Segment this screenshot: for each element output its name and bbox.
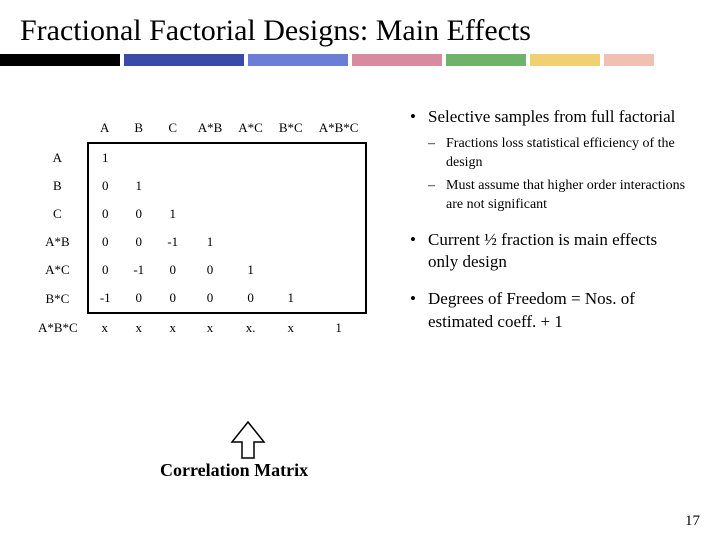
matrix-cell [271, 172, 311, 200]
matrix-cell [156, 172, 190, 200]
matrix-cell: 0 [88, 200, 122, 228]
matrix-cell: 1 [190, 228, 231, 256]
correlation-matrix-table: ABCA*BA*CB*CA*B*C A1B01C001A*B00-11A*C0-… [30, 114, 390, 342]
matrix-cell: 1 [156, 200, 190, 228]
matrix-row: B01 [30, 172, 366, 200]
banner-segment [530, 54, 600, 66]
matrix-cell [311, 256, 367, 284]
matrix-cell [311, 200, 367, 228]
matrix-col-header: A*C [230, 114, 271, 143]
matrix-row-header: A*B [30, 228, 88, 256]
matrix-row: A*C0-1001 [30, 256, 366, 284]
matrix-row: C001 [30, 200, 366, 228]
matrix-cell [156, 143, 190, 172]
banner-segment [248, 54, 348, 66]
matrix-cell [190, 172, 231, 200]
matrix-row-header: C [30, 200, 88, 228]
matrix-cell [271, 228, 311, 256]
matrix-cell: 1 [88, 143, 122, 172]
matrix-cell [271, 200, 311, 228]
matrix-col-header: A [88, 114, 122, 143]
matrix-cell: x [122, 313, 156, 342]
matrix-cell: 0 [88, 228, 122, 256]
matrix-cell: 0 [230, 284, 271, 313]
banner-bar [0, 54, 720, 66]
matrix-cell: 0 [156, 256, 190, 284]
matrix-row: A1 [30, 143, 366, 172]
bullet-half-fraction: Current ½ fraction is main effects only … [410, 229, 690, 275]
matrix-cell: 0 [88, 172, 122, 200]
up-arrow-icon [230, 420, 266, 460]
page-number: 17 [685, 513, 700, 530]
matrix-cell: -1 [88, 284, 122, 313]
bullet-selective-samples: Selective samples from full factorial Fr… [410, 106, 690, 215]
matrix-cell: 0 [122, 284, 156, 313]
matrix-cell: 0 [190, 284, 231, 313]
matrix-cell [311, 228, 367, 256]
matrix-row-header: A*C [30, 256, 88, 284]
matrix-col-header: C [156, 114, 190, 143]
matrix-row: A*B00-11 [30, 228, 366, 256]
matrix-row-header: B*C [30, 284, 88, 313]
matrix-cell: -1 [156, 228, 190, 256]
matrix-cell: 0 [190, 256, 231, 284]
matrix-row-header: B [30, 172, 88, 200]
matrix-row-header: A*B*C [30, 313, 88, 342]
matrix-cell: 1 [122, 172, 156, 200]
bullet-degrees-freedom: Degrees of Freedom = Nos. of estimated c… [410, 288, 690, 334]
matrix-cell: x [88, 313, 122, 342]
matrix-cell: 1 [311, 313, 367, 342]
correlation-matrix-label: Correlation Matrix [160, 460, 308, 481]
matrix-col-header: B*C [271, 114, 311, 143]
matrix-cell: 1 [271, 284, 311, 313]
matrix-cell [190, 200, 231, 228]
matrix-cell: x [156, 313, 190, 342]
matrix-cell [230, 228, 271, 256]
banner-segment [352, 54, 442, 66]
matrix-row: A*B*Cxxxxx.x1 [30, 313, 366, 342]
matrix-col-header: A*B [190, 114, 231, 143]
matrix-cell [311, 143, 367, 172]
matrix-cell: x [190, 313, 231, 342]
matrix-cell: 1 [230, 256, 271, 284]
matrix-cell [122, 143, 156, 172]
banner-segment [604, 54, 654, 66]
matrix-row: B*C-100001 [30, 284, 366, 313]
matrix-cell: 0 [122, 200, 156, 228]
matrix-col-header: A*B*C [311, 114, 367, 143]
matrix-row-header: A [30, 143, 88, 172]
sub-bullet-fractions-loss: Fractions loss statistical efficiency of… [428, 135, 690, 173]
slide-title: Fractional Factorial Designs: Main Effec… [0, 0, 720, 54]
bullet-text: Selective samples from full factorial [428, 107, 675, 126]
matrix-cell [230, 143, 271, 172]
matrix-cell: 0 [156, 284, 190, 313]
matrix-cell [311, 172, 367, 200]
matrix-cell: 0 [122, 228, 156, 256]
banner-segment [124, 54, 244, 66]
matrix-cell [311, 284, 367, 313]
matrix-cell [271, 143, 311, 172]
matrix-cell: x [271, 313, 311, 342]
banner-black-segment [0, 54, 120, 66]
matrix-col-header: B [122, 114, 156, 143]
matrix-cell [230, 200, 271, 228]
matrix-cell [190, 143, 231, 172]
sub-bullet-higher-order: Must assume that higher order interactio… [428, 177, 690, 215]
matrix-cell [230, 172, 271, 200]
matrix-cell: -1 [122, 256, 156, 284]
matrix-cell: 0 [88, 256, 122, 284]
matrix-cell [271, 256, 311, 284]
matrix-cell: x. [230, 313, 271, 342]
banner-segment [446, 54, 526, 66]
